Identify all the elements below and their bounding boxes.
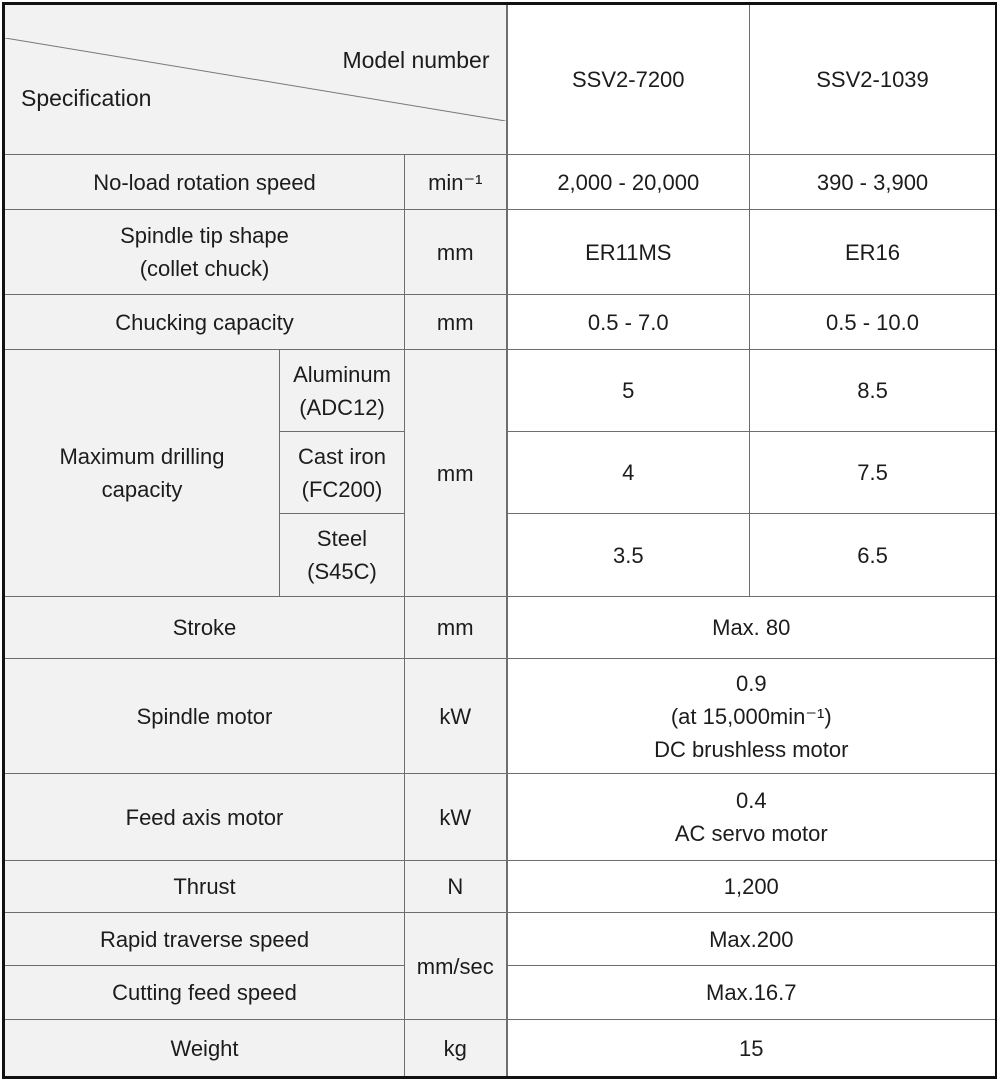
material-cast-iron: Cast iron (FC200) [279, 431, 405, 514]
corner-label-model-number: Model number [342, 47, 490, 73]
value-stroke: Max. 80 [505, 596, 997, 659]
row-label-chucking: Chucking capacity [3, 294, 405, 350]
material-aluminum: Aluminum (ADC12) [279, 349, 405, 432]
table-row: Spindle tip shape (collet chuck) mm ER11… [3, 209, 997, 295]
value-spindle-tip-model2: ER16 [749, 209, 997, 295]
row-label-stroke: Stroke [3, 596, 405, 659]
row-label-weight: Weight [3, 1019, 405, 1078]
model-header-1: SSV2-7200 [505, 3, 751, 155]
unit-speed: mm/sec [403, 912, 508, 1020]
row-label-thrust: Thrust [3, 860, 405, 913]
unit-spindle-tip: mm [403, 209, 508, 295]
table-row: Feed axis motor kW 0.4 AC servo motor [3, 773, 997, 861]
table-row: Chucking capacity mm 0.5 - 7.0 0.5 - 10.… [3, 294, 997, 350]
unit-thrust: N [403, 860, 508, 913]
table-row: Maximum drilling capacity Aluminum (ADC1… [3, 349, 997, 597]
row-label-feed-axis-motor: Feed axis motor [3, 773, 405, 861]
row-label-spindle-motor: Spindle motor [3, 658, 405, 774]
value-rapid-traverse: Max.200 [505, 912, 997, 966]
table-row: Rapid traverse speed mm/sec Max.200 [3, 912, 997, 1020]
value-drilling-steel-model2: 6.5 [749, 513, 997, 597]
row-label-rapid-traverse: Rapid traverse speed [3, 912, 405, 966]
value-cutting-feed: Max.16.7 [505, 965, 997, 1020]
table-row: Weight kg 15 [3, 1019, 997, 1078]
row-label-drilling: Maximum drilling capacity [3, 349, 280, 597]
row-label-spindle-tip: Spindle tip shape (collet chuck) [3, 209, 405, 295]
value-drilling-steel-model1: 3.5 [505, 513, 751, 597]
value-drilling-cast-iron-model2: 7.5 [749, 431, 997, 514]
table-row: Thrust N 1,200 [3, 860, 997, 913]
corner-header-inner: Model number Specification [5, 38, 506, 121]
value-spindle-tip-model1: ER11MS [505, 209, 751, 295]
material-steel: Steel (S45C) [279, 513, 405, 597]
table-row: Model number Specification SSV2-7200 SSV… [2, 3, 997, 155]
diagonal-divider-line [5, 38, 506, 121]
table-row: Spindle motor kW 0.9 (at 15,000min⁻¹) DC… [3, 658, 997, 774]
value-no-load-model1: 2,000 - 20,000 [505, 154, 751, 210]
unit-no-load: min⁻¹ [403, 154, 508, 210]
value-chucking-model1: 0.5 - 7.0 [505, 294, 751, 350]
unit-feed-axis-motor: kW [403, 773, 508, 861]
value-spindle-motor: 0.9 (at 15,000min⁻¹) DC brushless motor [505, 658, 997, 774]
value-drilling-cast-iron-model1: 4 [505, 431, 751, 514]
value-feed-axis-motor: 0.4 AC servo motor [505, 773, 997, 861]
unit-chucking: mm [403, 294, 508, 350]
value-drilling-aluminum-model1: 5 [505, 349, 751, 432]
table-row: Steel (S45C) 3.5 6.5 [4, 513, 997, 597]
unit-stroke: mm [403, 596, 508, 659]
table-row: No-load rotation speed min⁻¹ 2,000 - 20,… [3, 154, 997, 210]
value-thrust: 1,200 [505, 860, 997, 913]
value-no-load-model2: 390 - 3,900 [749, 154, 997, 210]
row-label-cutting-feed: Cutting feed speed [3, 965, 405, 1020]
table-row: Cast iron (FC200) 4 7.5 [4, 431, 997, 514]
unit-weight: kg [403, 1019, 508, 1078]
table-row: Stroke mm Max. 80 [3, 596, 997, 659]
value-drilling-aluminum-model2: 8.5 [749, 349, 997, 432]
model-header-2: SSV2-1039 [749, 3, 997, 155]
row-label-no-load: No-load rotation speed [3, 154, 405, 210]
corner-header-cell: Model number Specification [2, 3, 508, 155]
value-weight: 15 [505, 1019, 997, 1078]
corner-label-specification: Specification [21, 84, 152, 111]
value-chucking-model2: 0.5 - 10.0 [749, 294, 997, 350]
unit-drilling: mm [403, 349, 508, 597]
unit-spindle-motor: kW [403, 658, 508, 774]
